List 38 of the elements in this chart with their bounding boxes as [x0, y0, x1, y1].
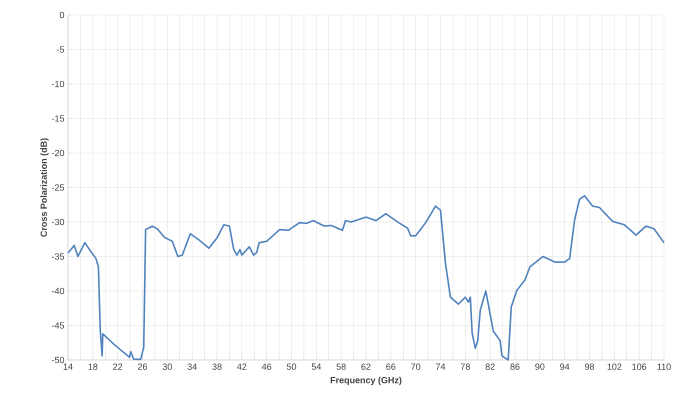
y-tick-label: -50: [52, 356, 64, 364]
x-tick-label: 62: [361, 364, 371, 370]
x-tick-label: 26: [138, 364, 148, 370]
x-tick-label: 90: [535, 364, 544, 370]
y-tick-label: -40: [52, 288, 64, 294]
x-tick-label: 98: [584, 364, 594, 370]
x-tick-label: 30: [162, 364, 172, 370]
x-tick-label: 58: [336, 364, 346, 370]
y-tick-label: -10: [52, 80, 64, 88]
x-tick-label: 78: [460, 364, 470, 370]
x-tick-label: 50: [286, 364, 296, 370]
y-axis-title: Cross Polarization (dB): [40, 138, 49, 237]
x-tick-label: 46: [262, 364, 272, 370]
y-tick-label: -35: [52, 253, 64, 260]
y-tick-label: -5: [56, 46, 64, 53]
x-tick-label: 106: [632, 364, 646, 370]
y-tick-label: -25: [52, 184, 64, 191]
x-tick-label: 110: [658, 364, 671, 370]
x-tick-label: 54: [312, 364, 322, 370]
x-tick-label: 74: [436, 364, 446, 370]
x-tick-label: 18: [88, 364, 98, 370]
x-tick-label: 22: [113, 364, 122, 370]
y-tick-label: 0: [60, 12, 64, 18]
x-axis-title: Frequency (GHz): [330, 376, 402, 386]
x-tick-label: 66: [386, 364, 396, 370]
x-tick-label: 86: [510, 364, 520, 370]
y-tick-label: -45: [52, 322, 64, 329]
x-tick-label: 82: [486, 364, 495, 370]
y-tick-label: -15: [52, 115, 64, 122]
y-tick-label: -30: [52, 218, 64, 226]
x-tick-label: 102: [608, 364, 622, 370]
x-tick-label: 34: [188, 364, 197, 370]
y-tick-label: -20: [52, 150, 64, 156]
x-tick-label: 38: [212, 364, 222, 370]
x-tick-label: 42: [237, 364, 246, 370]
x-tick-label: 94: [560, 364, 570, 370]
x-tick-label: 14: [64, 364, 73, 370]
x-tick-label: 70: [411, 364, 420, 370]
